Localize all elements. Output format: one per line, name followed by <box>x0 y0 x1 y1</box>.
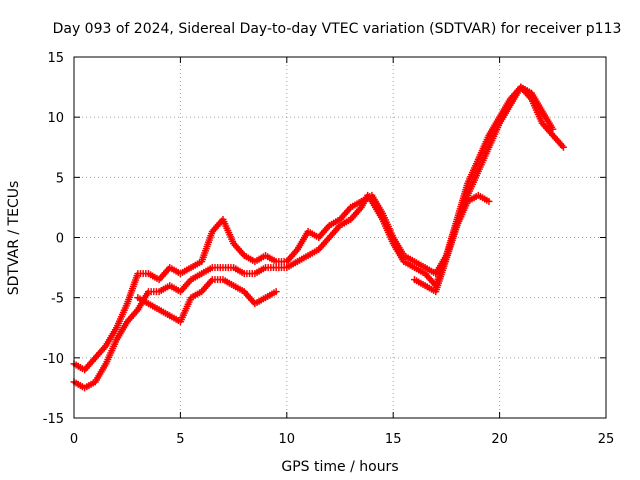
data-point <box>410 258 427 270</box>
data-point <box>144 270 161 282</box>
axis-ticks <box>73 56 607 419</box>
x-axis-label: GPS time / hours <box>281 459 398 475</box>
data-point <box>187 259 204 272</box>
data-point <box>251 295 267 308</box>
y-tick-label: -15 <box>43 412 64 427</box>
data-point <box>485 121 503 151</box>
data-point <box>453 200 471 229</box>
data-point <box>496 97 513 121</box>
data-point <box>304 227 321 240</box>
series-2-markers <box>70 83 557 374</box>
data-point <box>517 83 533 96</box>
data-points <box>70 83 567 392</box>
y-tick-labels: -15 -10 -5 0 5 10 15 <box>43 51 64 427</box>
data-point <box>91 344 108 362</box>
x-tick-label: 0 <box>70 432 78 447</box>
data-point <box>432 224 460 296</box>
data-point <box>474 145 492 175</box>
data-point <box>368 191 385 215</box>
data-point <box>474 191 491 204</box>
data-point <box>198 265 214 278</box>
data-point <box>166 264 182 276</box>
data-point <box>70 378 87 391</box>
x-tick-labels: 0 5 10 15 20 25 <box>70 432 614 447</box>
data-point <box>240 288 257 306</box>
data-point <box>91 362 109 386</box>
data-point <box>474 133 492 163</box>
data-point <box>283 259 299 272</box>
data-point <box>336 205 353 223</box>
data-point <box>166 312 182 325</box>
data-point <box>155 265 172 284</box>
data-point <box>549 125 557 133</box>
y-tick-label: 0 <box>56 232 64 247</box>
data-point <box>379 209 396 239</box>
x-tick-label: 25 <box>598 432 615 447</box>
data-point <box>485 115 502 139</box>
data-point <box>102 326 119 350</box>
data-point <box>187 271 204 284</box>
data-point <box>176 265 193 278</box>
data-point <box>528 89 545 113</box>
chart-title: Day 093 of 2024, Sidereal Day-to-day VTE… <box>53 21 622 37</box>
y-tick-label: 15 <box>47 51 64 66</box>
data-point <box>410 264 427 276</box>
y-axis-label: SDTVAR / TECUs <box>6 181 22 296</box>
data-point <box>176 296 194 326</box>
x-tick-label: 10 <box>279 432 296 447</box>
data-point <box>293 229 311 254</box>
data-point <box>144 300 161 312</box>
data-point <box>304 247 321 260</box>
x-tick-label: 5 <box>176 432 184 447</box>
data-point <box>347 199 363 211</box>
series-3-markers <box>134 191 493 326</box>
data-point <box>559 143 567 151</box>
data-point <box>187 289 204 302</box>
data-point <box>325 223 342 241</box>
y-tick-label: -10 <box>43 352 64 367</box>
y-tick-label: 5 <box>56 171 64 186</box>
x-tick-label: 20 <box>491 432 508 447</box>
grid-lines <box>74 57 606 418</box>
data-point <box>198 230 216 266</box>
data-point <box>123 272 141 308</box>
data-point <box>464 157 481 187</box>
data-point <box>485 197 493 205</box>
data-point <box>123 307 140 326</box>
data-point <box>155 306 172 319</box>
data-point <box>81 356 98 374</box>
data-point <box>389 234 407 258</box>
data-point <box>293 253 310 266</box>
data-point <box>251 253 267 266</box>
data-point <box>219 215 237 245</box>
data-point <box>410 276 427 288</box>
data-point <box>113 320 130 344</box>
y-tick-label: -5 <box>51 292 64 307</box>
data-point <box>262 289 278 302</box>
x-tick-label: 15 <box>385 432 402 447</box>
data-point <box>272 288 280 296</box>
data-point <box>113 302 130 332</box>
data-point <box>538 107 556 131</box>
y-tick-label: 10 <box>47 111 64 126</box>
